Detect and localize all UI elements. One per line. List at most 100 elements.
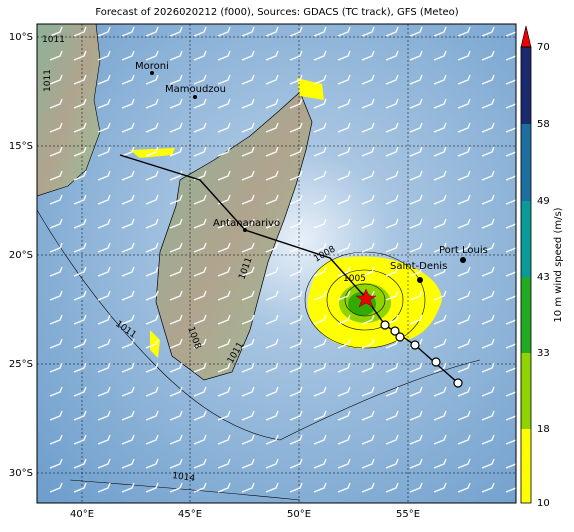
- wind-barb: [241, 338, 255, 349]
- wind-barb: [457, 338, 471, 349]
- wind-barb: [457, 242, 471, 253]
- wind-barb: [145, 338, 159, 349]
- wind-barb: [49, 434, 63, 445]
- wind-barb: [241, 482, 255, 493]
- wind-barb: [385, 242, 399, 253]
- wind-barb: [313, 362, 327, 373]
- wind-barb: [385, 98, 399, 109]
- wind-barb: [409, 482, 423, 493]
- wind-barb: [145, 434, 159, 445]
- place-label: Moroni: [135, 61, 169, 72]
- wind-barb: [97, 218, 111, 229]
- wind-barb: [97, 98, 111, 109]
- wind-barb: [241, 98, 255, 109]
- wind-barb: [49, 98, 63, 109]
- wind-barb: [265, 290, 279, 301]
- colorbar-label: 10 m wind speed (m/s): [553, 207, 564, 322]
- wind-barb: [97, 362, 111, 373]
- wind-barb: [433, 386, 447, 397]
- wind-barb: [193, 386, 207, 397]
- wind-barb: [289, 266, 303, 277]
- colorbar-tick: 58: [537, 119, 550, 130]
- wind-barb: [361, 338, 375, 349]
- wind-barb: [481, 98, 495, 109]
- wind-barb: [433, 290, 447, 301]
- wind-barb: [97, 146, 111, 157]
- wind-barb: [433, 434, 447, 445]
- wind-barb: [433, 74, 447, 85]
- wind-barb: [217, 338, 231, 349]
- wind-barb: [409, 458, 423, 469]
- wind-barb: [241, 242, 255, 253]
- wind-barb: [505, 198, 516, 205]
- wind-barb: [385, 170, 399, 181]
- wind-barb: [433, 170, 447, 181]
- wind-barb: [361, 458, 375, 469]
- wind-barb: [97, 50, 111, 61]
- wind-barb: [481, 218, 495, 229]
- wind-barb: [121, 50, 135, 61]
- isobar-label: 1011: [42, 35, 65, 45]
- wind-barb: [361, 218, 375, 229]
- wind-barb: [361, 50, 375, 61]
- wind-barb: [49, 362, 63, 373]
- wind-barb: [169, 386, 183, 397]
- wind-barb: [337, 50, 351, 61]
- wind-barb: [121, 122, 135, 133]
- wind-barb: [73, 458, 87, 469]
- wind-barb: [481, 482, 495, 493]
- wind-barb: [433, 482, 447, 493]
- wind-barb: [385, 74, 399, 85]
- wind-barb: [49, 218, 63, 229]
- place-label: Mamoudzou: [165, 84, 226, 95]
- wind-barb: [481, 290, 495, 301]
- wind-barb: [289, 458, 303, 469]
- wind-barb: [457, 410, 471, 421]
- wind-barb: [289, 50, 303, 61]
- wind-barb: [385, 290, 399, 301]
- wind-barb: [361, 314, 375, 325]
- wind-barb: [361, 410, 375, 421]
- wind-barb: [481, 266, 495, 277]
- wind-barb: [289, 74, 303, 85]
- wind-barb: [481, 338, 495, 349]
- wind-barb: [385, 266, 399, 277]
- wind-barb: [385, 482, 399, 493]
- wind-barb: [409, 74, 423, 85]
- wind-barb: [289, 170, 303, 181]
- wind-barb: [361, 122, 375, 133]
- wind-barb: [49, 482, 63, 493]
- wind-barb: [241, 458, 255, 469]
- wind-barb: [409, 50, 423, 61]
- wind-barb: [121, 338, 135, 349]
- wind-barb: [361, 242, 375, 253]
- wind-barb: [385, 122, 399, 133]
- wind-barb: [313, 290, 327, 301]
- wind-barb: [169, 410, 183, 421]
- wind-barb: [385, 386, 399, 397]
- wind-barb: [49, 458, 63, 469]
- wind-barb: [505, 174, 516, 181]
- wind-barb: [145, 122, 159, 133]
- wind-barb: [313, 74, 327, 85]
- wind-barb: [193, 458, 207, 469]
- wind-barb: [97, 314, 111, 325]
- wind-barb: [457, 458, 471, 469]
- wind-barb: [169, 50, 183, 61]
- wind-barb: [217, 362, 231, 373]
- wind-barb: [121, 362, 135, 373]
- wind-barb: [97, 122, 111, 133]
- colorbar-tick: 70: [537, 42, 550, 53]
- wind-barb: [457, 434, 471, 445]
- wind-barb: [481, 242, 495, 253]
- wind-barb: [409, 266, 423, 277]
- wind-barb: [337, 218, 351, 229]
- wind-barb: [193, 482, 207, 493]
- wind-barb: [457, 290, 471, 301]
- wind-barb: [73, 266, 87, 277]
- wind-barb: [217, 410, 231, 421]
- wind-barb: [217, 290, 231, 301]
- wind-barb: [433, 266, 447, 277]
- colorbar-tick: 43: [537, 272, 550, 283]
- wind-barb: [457, 26, 471, 37]
